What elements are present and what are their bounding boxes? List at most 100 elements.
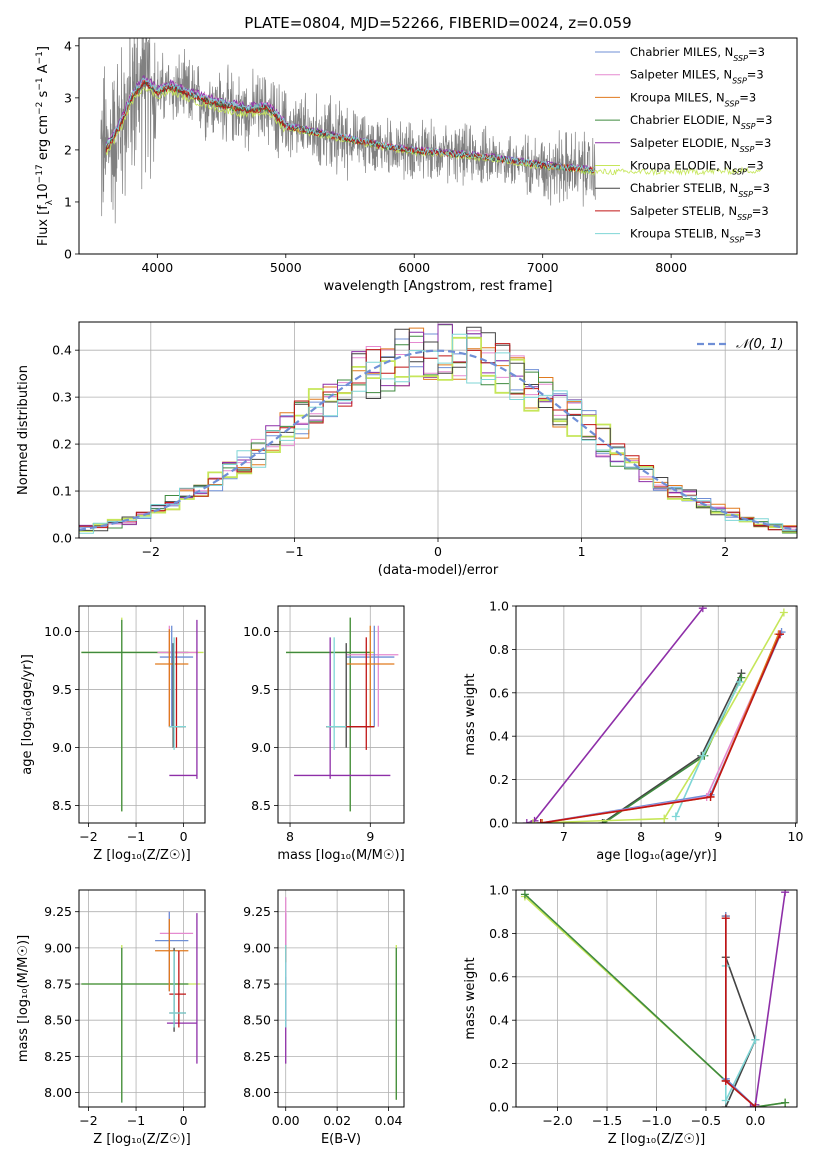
x-tick-label: 7 xyxy=(560,829,568,844)
model-line-5 xyxy=(105,86,761,177)
legend-entry: Chabrier MILES, NSSP=3 xyxy=(630,45,765,63)
y-tick-label: 9.00 xyxy=(44,940,72,955)
error-bar-salpeter-stelib xyxy=(169,950,186,1028)
error-bar-salpeter-elodie xyxy=(169,619,198,779)
x-axis-label: Z [log₁₀(Z/Z☉)] xyxy=(608,1132,705,1147)
y-tick-label: 0.4 xyxy=(489,1013,509,1028)
x-tick-label: 4000 xyxy=(141,260,173,275)
error-bar-kroupa-miles xyxy=(155,629,189,727)
y-tick-label: 1 xyxy=(64,194,72,209)
y-tick-label: 8.5 xyxy=(251,798,271,813)
series-point xyxy=(536,819,545,823)
x-tick-label: −0.5 xyxy=(691,1113,721,1128)
mass-weight-series-8 xyxy=(671,677,744,821)
mass-weight-series-5 xyxy=(528,608,788,823)
series-point xyxy=(520,890,529,899)
panel-residuals: −2 −1 0 1 2 0.0 0.1 0.2 0.3 0.4 (data-model)/error… xyxy=(16,321,798,578)
y-tick-label: 8.75 xyxy=(243,977,271,992)
residual-histogram-8 xyxy=(79,333,797,534)
x-tick-label: −2.0 xyxy=(542,1113,572,1128)
series-line xyxy=(725,916,756,1107)
x-tick-label: 0.02 xyxy=(323,1113,351,1128)
y-tick-label: 8.25 xyxy=(44,1049,72,1064)
legend-entry: Kroupa MILES, NSSP=3 xyxy=(630,90,756,108)
y-tick-label: 0.0 xyxy=(489,1100,509,1115)
legend-entry: Salpeter STELIB, NSSP=3 xyxy=(630,204,769,222)
series-point xyxy=(522,819,531,823)
mass-weight-series-4 xyxy=(522,606,707,823)
x-tick-label: 0.0 xyxy=(745,1113,765,1128)
series-point xyxy=(779,608,788,617)
mass-weight-series-3 xyxy=(520,890,790,1107)
model-line-6 xyxy=(105,80,595,174)
y-tick-label: 0.2 xyxy=(489,1056,509,1071)
x-tick-label: −1.0 xyxy=(641,1113,671,1128)
y-tick-label: 9.25 xyxy=(243,904,271,919)
series-line xyxy=(532,612,785,823)
series-point xyxy=(781,890,790,897)
series-point xyxy=(671,812,680,821)
x-tick-label: −1.5 xyxy=(592,1113,622,1128)
legend-entry: Salpeter ELODIE, NSSP=3 xyxy=(630,136,771,154)
y-tick-label: 9.25 xyxy=(44,904,72,919)
series-point xyxy=(721,1076,730,1085)
series-line xyxy=(725,916,756,1107)
x-tick-label: 0.04 xyxy=(375,1113,403,1128)
y-axis-label: age [log₁₀(age/yr)] xyxy=(20,654,35,775)
x-tick-label: 0 xyxy=(180,829,188,844)
plot-area xyxy=(522,606,788,823)
mass-weight-series-5 xyxy=(520,892,790,1107)
x-axis-label: age [log₁₀(age/yr)] xyxy=(596,848,717,863)
panel-age-vs-Z: −2 −1 0 8.5 9.0 9.5 10.0 Z [log₁₀(Z/Z☉)] age [lo… xyxy=(20,605,206,863)
y-tick-label: 10.0 xyxy=(44,624,72,639)
plot-area xyxy=(285,897,397,1100)
series-point xyxy=(528,819,537,823)
x-tick-label: 0 xyxy=(180,1113,188,1128)
series-point xyxy=(781,1098,790,1107)
error-bar-kroupa-stelib xyxy=(169,637,186,750)
y-tick-label: 8.50 xyxy=(44,1013,72,1028)
mass-weight-series-1 xyxy=(536,630,785,823)
y-tick-label: 8.5 xyxy=(52,798,72,813)
x-axis-label: wavelength [Angstrom, rest frame] xyxy=(324,279,553,294)
x-tick-label: 5000 xyxy=(270,260,302,275)
y-tick-label: 0.2 xyxy=(52,437,72,452)
x-axis-label: Z [log₁₀(Z/Z☉)] xyxy=(93,1132,190,1147)
observed-spectrum xyxy=(100,38,596,224)
axes-frame xyxy=(277,605,405,824)
spectrum-legend: Chabrier MILES, NSSP=3 Salpeter MILES, NS… xyxy=(595,45,772,244)
mass-weight-series-4 xyxy=(746,890,790,1107)
plot-area xyxy=(79,323,797,534)
x-tick-label: 2 xyxy=(721,544,729,559)
legend-entry: Kroupa ELODIE, NSSP=3 xyxy=(630,159,764,177)
y-tick-label: 8.75 xyxy=(44,977,72,992)
x-tick-label: −1 xyxy=(285,544,303,559)
axes-frame xyxy=(277,889,405,1108)
panel-mass-weight-vs-age: 7 8 9 10 0.0 0.2 0.4 0.6 0.8 1.0 age [log₁₀(age/yr… xyxy=(463,599,803,864)
x-tick-label: −1 xyxy=(127,829,145,844)
y-tick-label: 0.0 xyxy=(52,531,72,546)
y-tick-label: 0.4 xyxy=(52,343,72,358)
mass-weight-series-0 xyxy=(536,628,786,823)
y-tick-label: 8.00 xyxy=(243,1085,271,1100)
y-tick-label: 0.1 xyxy=(52,484,72,499)
axes-frame xyxy=(78,605,206,824)
y-tick-label: 2 xyxy=(64,142,72,157)
series-line xyxy=(725,918,756,1107)
y-tick-label: 4 xyxy=(64,38,72,53)
panel-spectrum: 4000 5000 6000 7000 8000 0 1 2 3 4 wavelength [Ang… xyxy=(35,37,798,294)
figure-title: PLATE=0804, MJD=52266, FIBERID=0024, z=0… xyxy=(244,14,631,32)
error-bar-salpeter-miles xyxy=(157,625,198,727)
x-tick-label: −2 xyxy=(79,829,97,844)
x-tick-label: 8000 xyxy=(655,260,687,275)
y-tick-label: 3 xyxy=(64,90,72,105)
x-tick-label: 8 xyxy=(637,829,645,844)
error-bar-kroupa-stelib xyxy=(326,637,347,750)
series-point xyxy=(721,1096,730,1105)
error-bar-kroupa-elodie xyxy=(81,617,204,812)
panel-age-vs-mass: 8 9 8.5 9.0 9.5 10.0 mass [log₁₀(M/M☉)] xyxy=(243,605,405,863)
series-point xyxy=(746,1103,755,1107)
panel-mass-weight-vs-Z: −2.0 −1.5 −1.0 −0.5 0.0 0.0 0.2 0.4 0.6 0.8 1.0 Z [… xyxy=(463,883,798,1147)
series-line xyxy=(524,895,786,1107)
